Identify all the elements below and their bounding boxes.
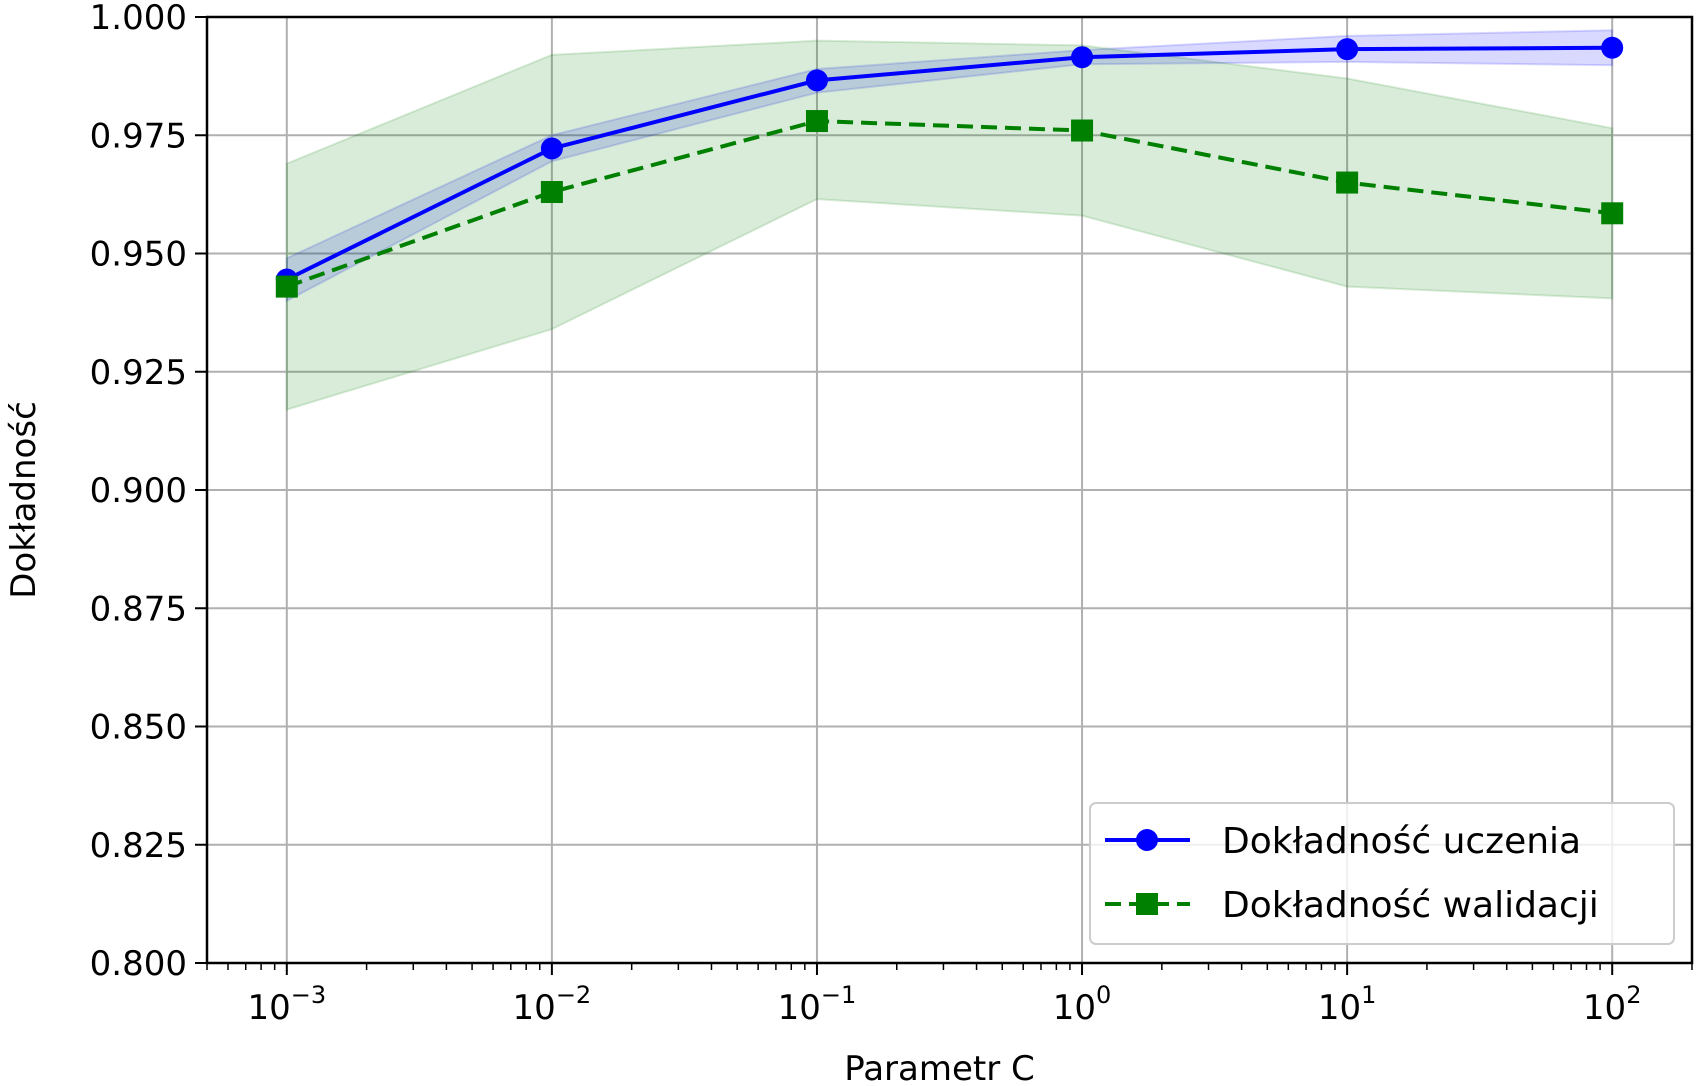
series-line	[286, 119, 1613, 289]
grid	[207, 16, 1692, 964]
confidence-band	[285, 39, 1614, 411]
x-tick-label: 10−2	[513, 981, 592, 1028]
y-tick-label: 0.800	[90, 944, 187, 984]
data-point	[805, 69, 828, 92]
y-tick-label: 0.975	[90, 116, 187, 156]
legend-box	[1089, 802, 1675, 945]
data-point	[540, 181, 563, 204]
data-point	[1601, 36, 1624, 59]
legend-label: Dokładność walidacji	[1222, 885, 1599, 926]
series-line	[285, 45, 1613, 282]
data-point	[1601, 202, 1624, 225]
data-point	[805, 110, 828, 133]
confidence-band	[285, 29, 1614, 303]
x-tick-label: 102	[1583, 981, 1642, 1028]
data-point	[1336, 38, 1359, 61]
legend: Dokładność uczenia Dokładność walidacji	[1089, 802, 1675, 945]
series-lines	[285, 45, 1613, 289]
y-tick-label: 0.850	[90, 708, 187, 748]
legend-marker	[1136, 829, 1158, 851]
data-point	[1336, 171, 1359, 194]
y-tick-label: 1.000	[90, 0, 187, 38]
confidence-bands	[285, 29, 1614, 411]
y-tick-label: 0.875	[90, 589, 187, 629]
axis-ticks	[195, 16, 1693, 975]
data-point	[1071, 46, 1094, 69]
y-axis-title: Dokładność	[4, 401, 44, 599]
data-point	[275, 275, 298, 298]
x-axis-title: Parametr C	[844, 1049, 1035, 1086]
x-tick-label: 100	[1053, 981, 1112, 1028]
x-tick-label: 10−3	[247, 981, 326, 1028]
tick-labels: 10−3 10−2 10−1 100 101 102 0.800 0.825 0.850 0.87…	[90, 0, 1642, 1028]
y-tick-label: 0.950	[90, 235, 187, 275]
data-point	[540, 137, 563, 160]
series-markers	[275, 36, 1624, 298]
x-tick-label: 10−1	[778, 981, 857, 1028]
y-tick-label: 0.900	[90, 471, 187, 511]
legend-marker	[1136, 893, 1158, 915]
data-point	[1071, 119, 1094, 142]
x-tick-label: 101	[1318, 981, 1377, 1028]
y-tick-label: 0.925	[90, 353, 187, 393]
legend-label: Dokładność uczenia	[1222, 821, 1581, 862]
y-tick-label: 0.825	[90, 826, 187, 866]
